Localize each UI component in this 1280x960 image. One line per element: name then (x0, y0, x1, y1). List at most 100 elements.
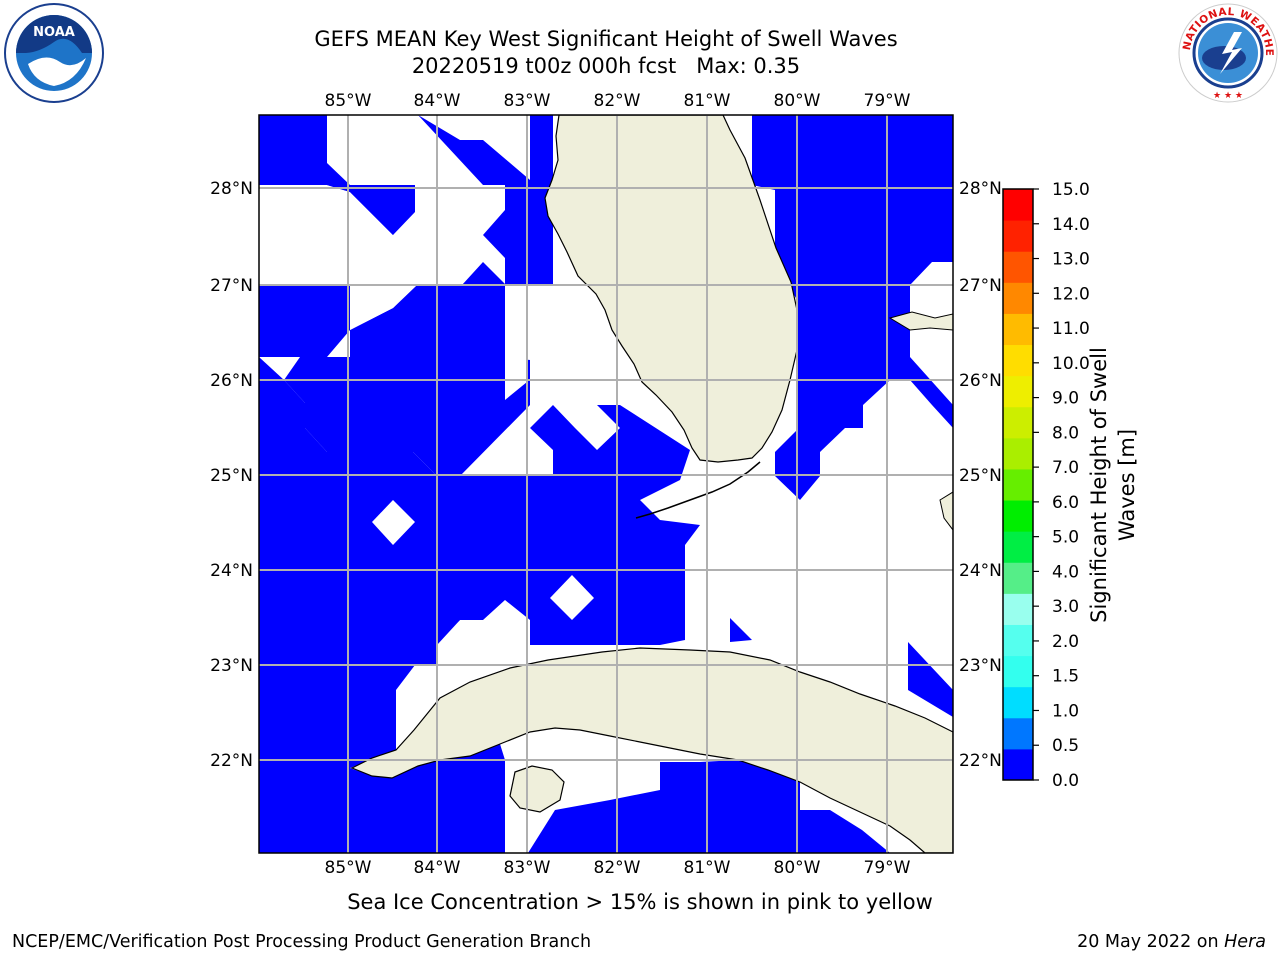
lat-label-right: 25°N (959, 466, 1002, 486)
lon-label-top: 84°W (414, 91, 461, 111)
colorbar-segment (1003, 220, 1033, 252)
colorbar-segment (1003, 313, 1033, 346)
colorbar-segment (1003, 717, 1033, 750)
lat-label-right: 27°N (959, 276, 1002, 296)
colorbar-segment (1003, 437, 1033, 470)
swell-region-8 (730, 618, 752, 642)
lon-label-top: 82°W (594, 91, 641, 111)
colorbar-segment (1003, 468, 1033, 501)
noaa-logo: NOAA (4, 3, 104, 103)
colorbar-segment (1003, 655, 1033, 688)
lat-label-left: 23°N (210, 656, 253, 676)
lon-label-top: 80°W (774, 91, 821, 111)
chart-subtitle: 20220519 t00z 000h fcst Max: 0.35 (411, 54, 801, 78)
lat-label-left: 27°N (210, 276, 253, 296)
lat-label-left: 25°N (210, 466, 253, 486)
swell-region-6 (752, 115, 953, 500)
colorbar-tick-label: 5.0 (1052, 528, 1079, 548)
colorbar-tick-label: 4.0 (1052, 562, 1079, 582)
colorbar-tick-label: 8.0 (1052, 423, 1079, 443)
isla-de-la-juventud (509, 765, 565, 813)
lat-label-right: 23°N (959, 656, 1002, 676)
colorbar-segment (1003, 562, 1033, 594)
colorbar-segment (1003, 686, 1033, 719)
lat-label-left: 22°N (210, 751, 253, 771)
lon-label-top: 81°W (684, 91, 731, 111)
lon-label-bottom: 83°W (504, 858, 551, 878)
colorbar-tick-label: 10.0 (1052, 354, 1090, 374)
calm-region-1 (550, 575, 594, 620)
calm-region-2 (505, 357, 527, 400)
colorbar-segment (1003, 375, 1033, 408)
swell-region-2 (259, 185, 415, 357)
colorbar: 0.0 0.5 1.0 1.5 2.0 3.0 4.0 5.0 6.0 7.0 8.0 9.0 10.0… (1002, 180, 1090, 791)
footer-host: Hera (1224, 932, 1266, 952)
chart-title: GEFS MEAN Key West Significant Height of… (314, 27, 898, 51)
swell-region-1 (284, 115, 553, 476)
colorbar-tick-label: 0.5 (1052, 736, 1079, 756)
bahamas-island (888, 311, 953, 331)
colorbar-segment (1003, 406, 1033, 439)
sea-ice-caption: Sea Ice Concentration > 15% is shown in … (347, 890, 933, 914)
lat-label-right: 24°N (959, 561, 1002, 581)
colorbar-segment (1003, 624, 1033, 657)
lat-label-left: 26°N (210, 371, 253, 391)
footer-date: 20 May 2022 on Hera (1077, 932, 1266, 952)
swell-region-5 (528, 760, 890, 853)
colorbar-label-line2: Waves [m] (1115, 428, 1139, 542)
colorbar-segment (1003, 282, 1033, 314)
colorbar-tick-label: 15.0 (1052, 180, 1090, 200)
colorbar-tick-label: 2.0 (1052, 632, 1079, 652)
swell-region-4 (259, 744, 505, 853)
swell-region-9 (350, 575, 505, 665)
lat-label-left: 24°N (210, 561, 253, 581)
colorbar-segment (1003, 593, 1033, 625)
lat-label-right: 26°N (959, 371, 1002, 391)
colorbar-tick-label: 14.0 (1052, 215, 1090, 235)
lon-label-bottom: 82°W (594, 858, 641, 878)
lon-label-top: 79°W (864, 91, 911, 111)
colorbar-tick-label: 0.0 (1052, 771, 1079, 791)
lon-label-bottom: 84°W (414, 858, 461, 878)
lon-label-bottom: 85°W (325, 858, 372, 878)
swell-region-7 (908, 642, 953, 717)
colorbar-segment (1003, 251, 1033, 283)
colorbar-tick-label: 11.0 (1052, 319, 1090, 339)
colorbar-segment (1003, 344, 1033, 377)
nws-logo: NATIONAL WEATHER SERVICE ★ ★ ★ (1176, 2, 1278, 103)
cuba-landmass (350, 647, 953, 853)
colorbar-segment (1003, 531, 1033, 563)
colorbar-tick-label: 1.0 (1052, 701, 1079, 721)
colorbar-tick-label: 7.0 (1052, 458, 1079, 478)
calm-region-0 (372, 500, 415, 545)
andros-island (939, 491, 953, 531)
colorbar-tick-label: 3.0 (1052, 597, 1079, 617)
colorbar-frame (1002, 188, 1034, 781)
footer-date-text: 20 May 2022 on (1077, 932, 1225, 952)
florida-landmass (544, 115, 798, 463)
map-frame (258, 114, 954, 854)
colorbar-tick-label: 6.0 (1052, 493, 1079, 513)
graticule (259, 115, 953, 853)
lon-label-bottom: 81°W (684, 858, 731, 878)
lon-label-top: 85°W (325, 91, 372, 111)
colorbar-segment (1003, 500, 1033, 532)
colorbar-tick-label: 12.0 (1052, 284, 1090, 304)
colorbar-segment (1003, 189, 1033, 221)
lat-label-left: 28°N (210, 179, 253, 199)
lon-label-bottom: 79°W (864, 858, 911, 878)
lat-label-right: 22°N (959, 751, 1002, 771)
colorbar-tick-label: 9.0 (1052, 389, 1079, 409)
lon-label-top: 83°W (504, 91, 551, 111)
footer-credit: NCEP/EMC/Verification Post Processing Pr… (12, 932, 592, 952)
lon-label-bottom: 80°W (774, 858, 821, 878)
noaa-logo-text: NOAA (33, 25, 75, 40)
colorbar-segment (1003, 748, 1033, 781)
colorbar-label-line1: Significant Height of Swell (1087, 347, 1111, 623)
colorbar-tick-label: 13.0 (1052, 250, 1090, 270)
calm-region-3 (350, 285, 417, 330)
svg-text:★ ★ ★: ★ ★ ★ (1213, 91, 1243, 101)
lat-label-right: 28°N (959, 179, 1002, 199)
colorbar-tick-label: 1.5 (1052, 667, 1079, 687)
